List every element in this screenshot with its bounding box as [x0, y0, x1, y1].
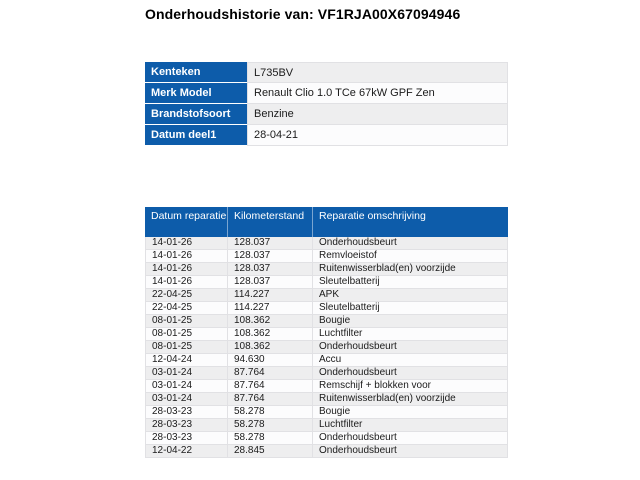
history-cell-datum-reparatie: 08-01-25: [145, 315, 228, 328]
history-row: 12-04-24 94.630 Accu: [145, 354, 508, 367]
history-cell-reparatie-omschrijving: Sleutelbatterij: [313, 276, 508, 289]
maintenance-history-table: Datum reparatie Kilometerstand Reparatie…: [145, 207, 508, 458]
history-cell-reparatie-omschrijving: Onderhoudsbeurt: [313, 237, 508, 250]
history-cell-reparatie-omschrijving: Luchtfilter: [313, 419, 508, 432]
vehicle-info-row: Brandstofsoort Benzine: [145, 104, 508, 125]
history-cell-reparatie-omschrijving: Ruitenwisserblad(en) voorzijde: [313, 263, 508, 276]
history-row: 08-01-25 108.362 Luchtfilter: [145, 328, 508, 341]
history-row: 22-04-25 114.227 Sleutelbatterij: [145, 302, 508, 315]
history-row: 14-01-26 128.037 Sleutelbatterij: [145, 276, 508, 289]
info-label: Merk Model: [145, 83, 247, 104]
history-cell-datum-reparatie: 14-01-26: [145, 263, 228, 276]
history-cell-reparatie-omschrijving: Onderhoudsbeurt: [313, 432, 508, 445]
history-cell-kilometerstand: 58.278: [228, 419, 313, 432]
history-row: 22-04-25 114.227 APK: [145, 289, 508, 302]
history-cell-datum-reparatie: 12-04-24: [145, 354, 228, 367]
history-row: 14-01-26 128.037 Ruitenwisserblad(en) voor…: [145, 263, 508, 276]
history-header-row: Datum reparatie Kilometerstand Reparatie…: [145, 207, 508, 237]
history-cell-kilometerstand: 128.037: [228, 250, 313, 263]
history-cell-datum-reparatie: 08-01-25: [145, 328, 228, 341]
history-row: 28-03-23 58.278 Luchtfilter: [145, 419, 508, 432]
history-cell-datum-reparatie: 08-01-25: [145, 341, 228, 354]
history-cell-datum-reparatie: 22-04-25: [145, 302, 228, 315]
history-cell-kilometerstand: 108.362: [228, 328, 313, 341]
history-cell-datum-reparatie: 28-03-23: [145, 406, 228, 419]
info-value: L735BV: [247, 62, 508, 83]
vehicle-info-row: Kenteken L735BV: [145, 62, 508, 83]
history-cell-kilometerstand: 58.278: [228, 406, 313, 419]
history-cell-datum-reparatie: 14-01-26: [145, 276, 228, 289]
history-cell-reparatie-omschrijving: Accu: [313, 354, 508, 367]
history-cell-datum-reparatie: 03-01-24: [145, 380, 228, 393]
history-cell-reparatie-omschrijving: Luchtfilter: [313, 328, 508, 341]
info-value: Renault Clio 1.0 TCe 67kW GPF Zen: [247, 83, 508, 104]
history-cell-kilometerstand: 58.278: [228, 432, 313, 445]
column-header-datum-reparatie: Datum reparatie: [145, 207, 228, 237]
history-row: 28-03-23 58.278 Onderhoudsbeurt: [145, 432, 508, 445]
info-value: Benzine: [247, 104, 508, 125]
history-cell-kilometerstand: 28.845: [228, 445, 313, 458]
history-cell-datum-reparatie: 03-01-24: [145, 393, 228, 406]
vehicle-info-row: Datum deel1 28-04-21: [145, 125, 508, 146]
history-cell-datum-reparatie: 03-01-24: [145, 367, 228, 380]
vehicle-info-row: Merk Model Renault Clio 1.0 TCe 67kW GPF …: [145, 83, 508, 104]
vehicle-info-table: Kenteken L735BV Merk Model Renault Clio 1.0…: [145, 62, 508, 146]
history-cell-kilometerstand: 87.764: [228, 393, 313, 406]
history-cell-datum-reparatie: 14-01-26: [145, 237, 228, 250]
history-row: 28-03-23 58.278 Bougie: [145, 406, 508, 419]
page-title: Onderhoudshistorie van: VF1RJA00X6709494…: [145, 6, 461, 22]
history-cell-datum-reparatie: 28-03-23: [145, 419, 228, 432]
info-label: Datum deel1: [145, 125, 247, 146]
history-row: 14-01-26 128.037 Onderhoudsbeurt: [145, 237, 508, 250]
history-row: 08-01-25 108.362 Bougie: [145, 315, 508, 328]
history-cell-reparatie-omschrijving: Onderhoudsbeurt: [313, 367, 508, 380]
history-row: 03-01-24 87.764 Ruitenwisserblad(en) voorz…: [145, 393, 508, 406]
history-cell-reparatie-omschrijving: APK: [313, 289, 508, 302]
history-cell-kilometerstand: 128.037: [228, 237, 313, 250]
history-cell-kilometerstand: 114.227: [228, 302, 313, 315]
history-cell-kilometerstand: 114.227: [228, 289, 313, 302]
history-cell-reparatie-omschrijving: Ruitenwisserblad(en) voorzijde: [313, 393, 508, 406]
history-cell-kilometerstand: 128.037: [228, 276, 313, 289]
column-header-reparatie-omschrijving: Reparatie omschrijving: [313, 207, 508, 237]
history-cell-kilometerstand: 108.362: [228, 315, 313, 328]
column-header-kilometerstand: Kilometerstand: [228, 207, 313, 237]
history-cell-reparatie-omschrijving: Bougie: [313, 315, 508, 328]
history-cell-reparatie-omschrijving: Onderhoudsbeurt: [313, 445, 508, 458]
history-cell-reparatie-omschrijving: Remvloeistof: [313, 250, 508, 263]
history-cell-kilometerstand: 108.362: [228, 341, 313, 354]
vehicle-info-body: Kenteken L735BV Merk Model Renault Clio 1.0…: [145, 62, 508, 146]
history-cell-reparatie-omschrijving: Bougie: [313, 406, 508, 419]
info-value: 28-04-21: [247, 125, 508, 146]
history-cell-datum-reparatie: 12-04-22: [145, 445, 228, 458]
history-cell-reparatie-omschrijving: Remschijf + blokken voor: [313, 380, 508, 393]
history-cell-datum-reparatie: 14-01-26: [145, 250, 228, 263]
history-cell-reparatie-omschrijving: Sleutelbatterij: [313, 302, 508, 315]
history-row: 14-01-26 128.037 Remvloeistof: [145, 250, 508, 263]
history-cell-kilometerstand: 87.764: [228, 367, 313, 380]
history-cell-datum-reparatie: 28-03-23: [145, 432, 228, 445]
history-cell-reparatie-omschrijving: Onderhoudsbeurt: [313, 341, 508, 354]
history-row: 08-01-25 108.362 Onderhoudsbeurt: [145, 341, 508, 354]
history-row: 03-01-24 87.764 Remschijf + blokken voor: [145, 380, 508, 393]
history-body: 14-01-26 128.037 Onderhoudsbeurt 14-01-26 12…: [145, 237, 508, 458]
history-cell-kilometerstand: 87.764: [228, 380, 313, 393]
history-cell-kilometerstand: 128.037: [228, 263, 313, 276]
info-label: Kenteken: [145, 62, 247, 83]
history-cell-kilometerstand: 94.630: [228, 354, 313, 367]
history-cell-datum-reparatie: 22-04-25: [145, 289, 228, 302]
history-row: 03-01-24 87.764 Onderhoudsbeurt: [145, 367, 508, 380]
info-label: Brandstofsoort: [145, 104, 247, 125]
history-row: 12-04-22 28.845 Onderhoudsbeurt: [145, 445, 508, 458]
